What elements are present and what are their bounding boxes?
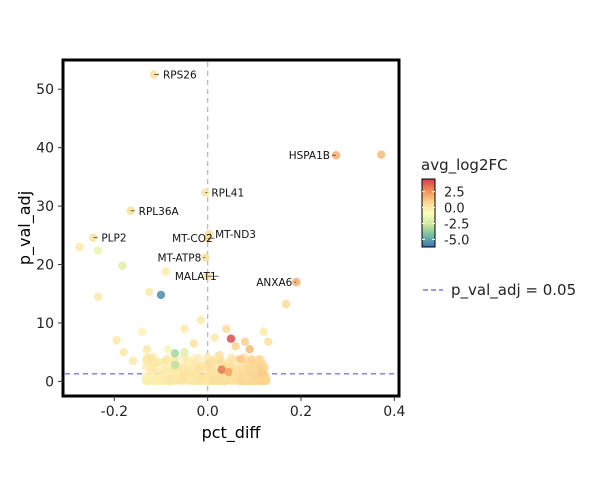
data-point: [170, 349, 180, 358]
data-point: [217, 365, 226, 374]
plot-area: RPS26 HSPA1B RPL41 RPL36A MT-CO2 MT-ND3 PLP2 MT…: [65, 62, 397, 394]
axes: -0.2 0.0 0.2 0.4 0 10 20 30 40 50 pct_diff p_val_ad…: [15, 58, 406, 443]
y-tick-label: 30: [36, 199, 54, 215]
gene-label: MT-ND3: [215, 229, 256, 241]
data-point: [195, 376, 204, 385]
data-point: [203, 352, 212, 362]
data-point: [163, 345, 173, 354]
gene-labels: RPS26 HSPA1B RPL41 RPL36A MT-CO2 MT-ND3 PLP2 MT…: [93, 70, 336, 289]
data-point: [156, 290, 166, 300]
gene-label: MALAT1: [175, 271, 217, 283]
x-tick-label: 0.2: [290, 404, 312, 420]
data-point: [245, 345, 254, 354]
gene-label: HSPA1B: [289, 150, 330, 162]
colorbar-tick-label: -5.0: [444, 233, 469, 248]
data-point: [231, 342, 240, 351]
data-point: [112, 336, 121, 345]
data-point: [179, 370, 189, 380]
data-point: [377, 150, 386, 159]
data-point: [281, 300, 291, 309]
data-point: [210, 333, 219, 342]
data-point: [215, 350, 224, 360]
data-point: [224, 367, 233, 377]
data-point: [231, 370, 240, 379]
data-point: [147, 353, 156, 363]
data-point: [208, 376, 218, 385]
x-tick-label: 0.4: [383, 404, 405, 420]
y-axis-title: p_val_adj: [15, 191, 35, 265]
threshold-legend-label: p_val_adj = 0.05: [451, 281, 576, 300]
data-point: [225, 357, 234, 366]
gene-label: RPL41: [211, 188, 244, 200]
x-axis-title: pct_diff: [202, 423, 262, 443]
data-point: [241, 371, 251, 380]
gene-label: RPL36A: [139, 206, 180, 218]
y-tick-label: 40: [36, 141, 54, 157]
data-point: [258, 369, 267, 378]
data-point: [240, 337, 250, 346]
y-tick-label: 20: [36, 258, 54, 274]
y-tick-label: 0: [45, 374, 54, 390]
data-point: [203, 359, 212, 369]
data-point: [170, 360, 180, 370]
data-point: [118, 261, 127, 270]
data-point: [264, 337, 273, 346]
gene-label: RPS26: [163, 70, 197, 82]
colorbar-tick-label: 0.0: [444, 202, 465, 217]
data-point: [154, 376, 164, 385]
data-point: [188, 369, 197, 378]
data-point: [75, 242, 84, 252]
data-point: [152, 359, 161, 369]
data-point: [196, 315, 205, 325]
data-point: [180, 324, 189, 333]
data-point: [153, 367, 163, 377]
colorbar-tick-label: -2.5: [444, 217, 469, 232]
data-point: [195, 354, 204, 363]
legend: avg_log2FC 2.50.0-2.5-5.0 p_val_adj = 0.05: [421, 156, 576, 300]
gene-label: PLP2: [101, 233, 126, 245]
data-point: [138, 327, 147, 336]
data-point: [161, 267, 170, 276]
data-point: [93, 292, 103, 301]
data-point: [93, 246, 103, 255]
data-point: [180, 347, 189, 357]
data-point: [164, 367, 173, 376]
data-point: [145, 287, 154, 297]
data-point: [222, 324, 231, 333]
colorbar-tick-label: 2.5: [444, 186, 465, 201]
data-point: [254, 354, 264, 364]
data-point: [247, 355, 257, 364]
data-point: [184, 358, 194, 367]
data-points: [75, 70, 386, 379]
x-tick-label: 0.0: [197, 404, 219, 420]
gene-label: MT-ATP8: [157, 253, 201, 265]
data-point: [236, 354, 245, 364]
gene-label: ANXA6: [256, 277, 292, 289]
data-point: [142, 345, 152, 354]
data-point: [141, 374, 150, 383]
y-tick-label: 50: [36, 82, 54, 98]
y-tick-label: 10: [36, 316, 54, 332]
gene-label: MT-CO2: [172, 233, 213, 245]
data-point: [201, 373, 211, 382]
data-point: [226, 334, 236, 343]
data-point: [259, 327, 268, 336]
data-point: [260, 362, 269, 371]
data-point: [194, 365, 203, 374]
data-point: [128, 356, 138, 366]
data-point: [250, 361, 259, 371]
colorbar: [421, 178, 436, 248]
panel-border: [61, 58, 401, 398]
data-point: [236, 376, 245, 386]
data-point: [119, 347, 128, 357]
x-tick-label: -0.2: [101, 404, 128, 420]
data-point: [189, 339, 198, 348]
data-point: [260, 375, 269, 385]
colorbar-title: avg_log2FC: [421, 156, 508, 175]
